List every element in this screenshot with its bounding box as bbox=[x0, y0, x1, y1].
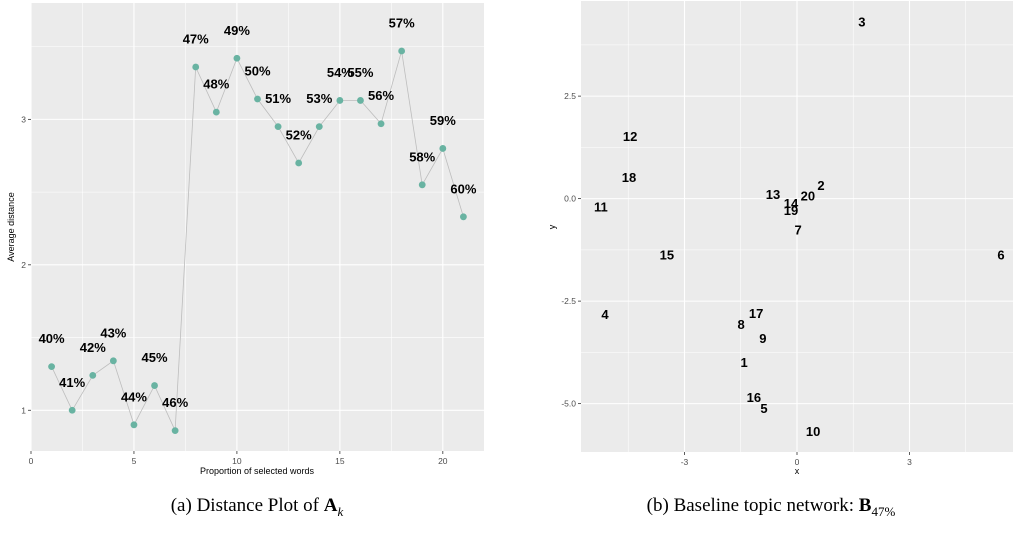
data-point-11 bbox=[254, 95, 261, 103]
point-label-12: 51% bbox=[265, 91, 291, 106]
distance-plot-x-axis-title: Proportion of selected words bbox=[200, 466, 315, 476]
point-label-8: 47% bbox=[183, 32, 209, 47]
point-label-16: 55% bbox=[347, 65, 373, 80]
caption-b: (b) Baseline topic network: B47% bbox=[530, 492, 1012, 520]
node-label-5: 5 bbox=[760, 401, 767, 416]
data-point-5 bbox=[130, 421, 138, 429]
data-point-3 bbox=[89, 371, 97, 379]
distance-plot-y-axis-title: Average distance bbox=[6, 192, 16, 261]
node-label-1: 1 bbox=[741, 355, 748, 370]
data-point-19 bbox=[418, 181, 426, 189]
point-label-2: 41% bbox=[59, 375, 85, 390]
node-label-6: 6 bbox=[997, 247, 1004, 262]
data-point-8 bbox=[192, 63, 200, 71]
x-tick-label: 0 bbox=[29, 456, 34, 466]
data-point-10 bbox=[233, 54, 241, 62]
point-label-4: 43% bbox=[100, 325, 126, 340]
node-label-12: 12 bbox=[623, 129, 637, 144]
figure-plots: 0 5 10 15 2012340%41%42%43%44%45%46%47%48%49… bbox=[6, 1, 1013, 476]
data-point-2 bbox=[68, 406, 76, 414]
caption-a-symbol: A bbox=[323, 495, 338, 516]
point-label-9: 48% bbox=[203, 77, 229, 92]
caption-b-text: (b) Baseline topic network: bbox=[646, 495, 859, 516]
data-point-7 bbox=[171, 427, 179, 435]
x-tick-label: 20 bbox=[438, 456, 448, 466]
node-label-9: 9 bbox=[759, 331, 766, 346]
x-tick-label: 10 bbox=[232, 456, 242, 466]
point-label-11: 50% bbox=[244, 64, 270, 79]
caption-a-subscript: k bbox=[337, 503, 344, 519]
node-label-2: 2 bbox=[817, 178, 824, 193]
node-label-15: 15 bbox=[660, 247, 674, 262]
data-point-4 bbox=[109, 357, 117, 365]
x-tick-label: -3 bbox=[681, 457, 689, 467]
caption-b-symbol: B bbox=[858, 495, 872, 516]
data-point-1 bbox=[48, 363, 55, 371]
point-label-19: 58% bbox=[409, 149, 435, 164]
data-point-12 bbox=[274, 123, 282, 131]
node-label-16: 16 bbox=[747, 390, 761, 405]
node-label-20: 20 bbox=[801, 188, 815, 203]
node-label-14: 14 bbox=[784, 196, 799, 211]
point-label-18: 57% bbox=[389, 16, 415, 31]
data-point-16 bbox=[357, 97, 364, 104]
topic-network-x-axis-title: x bbox=[795, 466, 800, 476]
y-tick-label: 1 bbox=[21, 405, 26, 415]
data-point-21 bbox=[460, 213, 467, 221]
node-label-17: 17 bbox=[749, 306, 763, 321]
node-label-19: 19 bbox=[784, 203, 798, 218]
y-tick-label: 2.5 bbox=[564, 91, 576, 101]
node-label-7: 7 bbox=[795, 222, 802, 237]
x-tick-label: 15 bbox=[335, 456, 345, 466]
node-label-18: 18 bbox=[622, 170, 636, 185]
point-label-3: 42% bbox=[80, 340, 106, 355]
data-point-6 bbox=[151, 382, 158, 389]
topic-network-y-axis-title: y bbox=[547, 224, 557, 229]
data-point-13 bbox=[295, 159, 303, 167]
plot-panel bbox=[31, 3, 484, 451]
point-label-6: 45% bbox=[142, 350, 168, 365]
data-point-15 bbox=[336, 97, 344, 104]
data-point-17 bbox=[377, 120, 385, 128]
x-tick-label: 3 bbox=[907, 457, 912, 467]
node-label-11: 11 bbox=[594, 199, 608, 214]
point-label-5: 44% bbox=[121, 389, 147, 404]
point-label-10: 49% bbox=[224, 23, 250, 38]
caption-a-text: (a) Distance Plot of bbox=[170, 495, 324, 516]
y-tick-label: 2 bbox=[21, 260, 26, 270]
data-point-20 bbox=[439, 145, 447, 152]
node-label-4: 4 bbox=[601, 307, 609, 322]
x-tick-label: 5 bbox=[132, 456, 137, 466]
node-label-13: 13 bbox=[766, 187, 780, 202]
distance-plot: 0 5 10 15 20 1 2 3 40% 41% 42%43% 44% 45% 46% 47% 48% 49… bbox=[21, 3, 484, 466]
y-tick-label: 0.0 bbox=[564, 194, 576, 204]
node-label-8: 8 bbox=[738, 317, 745, 332]
node-label-10: 10 bbox=[806, 424, 820, 439]
point-label-1: 40% bbox=[39, 331, 65, 346]
point-label-15: 54% bbox=[327, 65, 353, 80]
data-point-14 bbox=[315, 123, 323, 131]
y-tick-label: 3 bbox=[21, 114, 26, 124]
point-label-14: 53% bbox=[306, 91, 332, 106]
caption-a: (a) Distance Plot of Ak bbox=[0, 492, 514, 520]
topic-network-plot: -3 0 32.50.0-2.5-5.01234567891011121314151… bbox=[561, 1, 1013, 467]
data-point-18 bbox=[398, 47, 406, 55]
y-tick-label: -5.0 bbox=[561, 399, 576, 409]
point-label-17: 56% bbox=[368, 88, 394, 103]
x-tick-label: 0 bbox=[795, 457, 800, 467]
node-label-3: 3 bbox=[858, 14, 865, 29]
caption-b-subscript: 47% bbox=[871, 503, 896, 519]
point-label-13: 52% bbox=[286, 128, 312, 143]
y-tick-label: -2.5 bbox=[561, 296, 576, 306]
point-label-20: 59% bbox=[430, 113, 456, 128]
data-point-9 bbox=[212, 108, 220, 116]
point-label-21: 60% bbox=[450, 181, 476, 196]
point-label-7: 46% bbox=[162, 395, 188, 410]
